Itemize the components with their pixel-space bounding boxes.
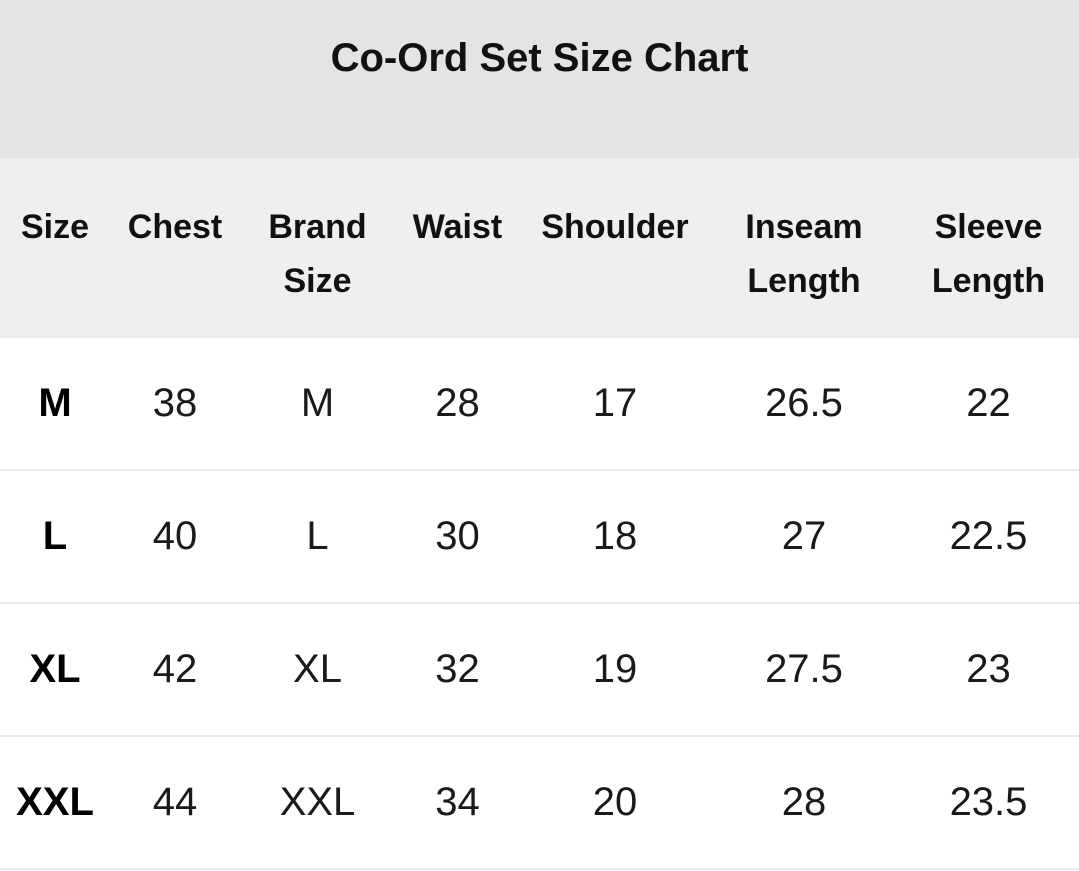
cell-inseam-length: 28 [781, 780, 827, 824]
cell-inseam-length: 27 [781, 514, 827, 558]
header-shoulder: Shoulder [541, 208, 689, 246]
cell-sleeve-length: 22 [966, 381, 1011, 425]
size-chart-table: Size Chest Brand Size Waist Shoulder Ins… [0, 158, 1079, 870]
cell-sleeve-length: 23 [966, 647, 1011, 691]
cell-brand-size: XL [293, 647, 342, 691]
header-sleeve-length: Sleeve Length [931, 208, 1046, 300]
chart-title: Co-Ord Set Size Chart [0, 0, 1079, 158]
cell-shoulder: 20 [592, 780, 638, 824]
cell-brand-size: M [300, 381, 335, 425]
cell-sleeve-length: 23.5 [949, 780, 1028, 824]
cell-waist: 30 [435, 514, 480, 558]
header-chest: Chest [127, 208, 223, 246]
cell-inseam-length: 27.5 [765, 647, 843, 691]
cell-brand-size: XXL [279, 780, 356, 824]
cell-waist: 34 [435, 780, 480, 824]
cell-chest: 44 [152, 780, 198, 824]
header-brand-size: Brand Size [268, 208, 367, 300]
cell-waist: 28 [435, 381, 480, 425]
header-size: Size [20, 208, 90, 246]
cell-chest: 42 [152, 647, 198, 691]
header-inseam-length: Inseam Length [745, 208, 863, 300]
cell-chest: 40 [152, 514, 198, 558]
header-waist: Waist [412, 208, 503, 246]
table-row: XXL 44 XXL 34 20 28 23.5 [0, 736, 1079, 869]
table-row: L 40 L 30 18 27 22.5 [0, 470, 1079, 603]
cell-brand-size: L [306, 514, 329, 558]
table-row: M 38 M 28 17 26.5 22 [0, 337, 1079, 470]
cell-chest: 38 [152, 381, 198, 425]
cell-shoulder: 19 [592, 647, 638, 691]
table-row: XL 42 XL 32 19 27.5 23 [0, 603, 1079, 736]
cell-waist: 32 [435, 647, 480, 691]
cell-size: XXL [16, 780, 94, 824]
cell-shoulder: 18 [592, 514, 638, 558]
cell-shoulder: 17 [592, 381, 638, 425]
cell-sleeve-length: 22.5 [949, 514, 1028, 558]
cell-size: M [38, 381, 72, 425]
cell-size: L [42, 514, 68, 558]
header-row: Size Chest Brand Size Waist Shoulder Ins… [0, 158, 1079, 337]
cell-size: XL [29, 647, 81, 691]
cell-inseam-length: 26.5 [765, 381, 843, 425]
